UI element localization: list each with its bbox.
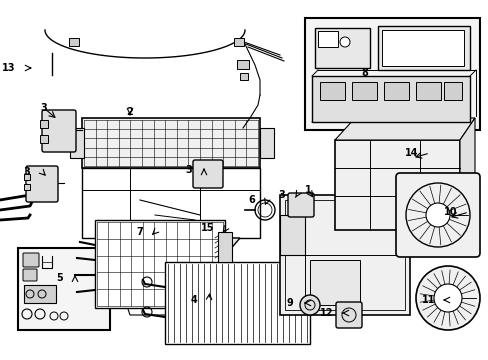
Bar — [24, 174, 30, 180]
FancyBboxPatch shape — [26, 166, 58, 202]
Bar — [234, 38, 244, 46]
Circle shape — [425, 203, 449, 227]
Bar — [305, 18, 479, 130]
Circle shape — [415, 266, 479, 330]
Bar — [319, 82, 345, 100]
Polygon shape — [334, 140, 459, 230]
Bar — [377, 26, 469, 70]
Text: 4: 4 — [190, 295, 197, 305]
FancyBboxPatch shape — [395, 173, 479, 257]
Polygon shape — [280, 195, 409, 315]
Bar — [70, 128, 84, 158]
Text: 3: 3 — [23, 167, 30, 177]
Polygon shape — [334, 118, 474, 140]
Bar — [218, 232, 231, 262]
FancyBboxPatch shape — [193, 160, 223, 188]
Text: 14: 14 — [404, 148, 417, 158]
Text: 10: 10 — [443, 207, 456, 217]
Text: 3: 3 — [185, 165, 192, 175]
Bar — [40, 120, 48, 128]
Polygon shape — [105, 238, 240, 285]
Bar — [351, 82, 376, 100]
FancyBboxPatch shape — [335, 302, 361, 328]
Bar — [381, 30, 463, 66]
Circle shape — [299, 295, 319, 315]
FancyBboxPatch shape — [287, 193, 313, 217]
Circle shape — [339, 37, 349, 47]
Bar — [82, 168, 260, 238]
Text: 1: 1 — [304, 185, 311, 195]
Text: 2: 2 — [126, 107, 133, 117]
Circle shape — [433, 284, 461, 312]
Text: 15: 15 — [200, 223, 214, 233]
Polygon shape — [309, 260, 359, 305]
Bar — [40, 135, 48, 143]
Text: 11: 11 — [421, 295, 434, 305]
Bar — [164, 262, 309, 344]
Text: 6: 6 — [248, 195, 254, 205]
Text: 7: 7 — [136, 227, 142, 237]
Text: 12: 12 — [319, 308, 332, 318]
Polygon shape — [459, 118, 474, 230]
Bar — [314, 28, 369, 68]
Text: 5: 5 — [56, 273, 63, 283]
Bar — [95, 220, 224, 308]
Bar — [69, 38, 79, 46]
Bar — [237, 60, 248, 69]
Bar — [240, 73, 247, 80]
Bar — [260, 128, 273, 158]
FancyBboxPatch shape — [23, 253, 39, 267]
Bar — [24, 184, 30, 190]
Text: 3: 3 — [278, 190, 285, 200]
Text: 9: 9 — [285, 298, 292, 308]
Bar — [415, 82, 440, 100]
Text: 13: 13 — [1, 63, 15, 73]
Bar — [311, 76, 469, 122]
Polygon shape — [280, 215, 305, 255]
Bar — [18, 248, 110, 330]
Text: 8: 8 — [360, 68, 367, 78]
FancyBboxPatch shape — [23, 269, 37, 281]
FancyBboxPatch shape — [42, 110, 76, 152]
Bar — [317, 31, 337, 47]
Bar — [443, 82, 461, 100]
Text: 3: 3 — [41, 103, 47, 113]
Bar — [383, 82, 408, 100]
Bar — [82, 118, 260, 168]
Bar — [24, 285, 56, 303]
